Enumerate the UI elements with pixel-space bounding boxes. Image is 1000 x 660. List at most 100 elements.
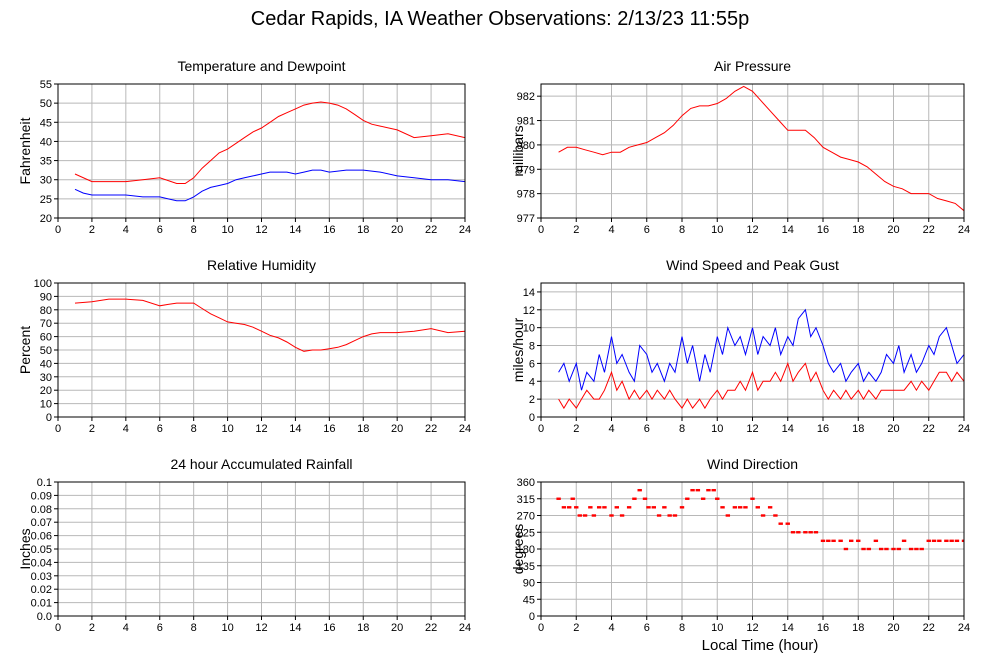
y-tick-label: 0 bbox=[529, 412, 535, 424]
y-tick-label: 100 bbox=[34, 278, 52, 290]
y-tick-label: 90 bbox=[523, 578, 535, 590]
y-tick-label: 40 bbox=[40, 358, 52, 370]
x-tick-label: 4 bbox=[608, 423, 614, 435]
x-tick-label: 12 bbox=[746, 423, 758, 435]
y-tick-label: 10 bbox=[40, 399, 52, 411]
y-tick-label: 45 bbox=[523, 594, 535, 606]
x-tick-label: 4 bbox=[123, 224, 129, 236]
x-tick-label: 4 bbox=[123, 622, 129, 634]
series-line-1 bbox=[558, 308, 964, 391]
data-point bbox=[760, 514, 766, 517]
chart-panel-2: 0 2 4 6 8 10 12 14 16 18 20 22 24977978979980981982A… bbox=[510, 58, 970, 236]
x-tick-label: 6 bbox=[644, 423, 650, 435]
y-tick-label: 12 bbox=[523, 305, 535, 317]
data-point bbox=[878, 547, 884, 551]
x-tick-label: 16 bbox=[323, 224, 335, 236]
data-point bbox=[561, 506, 567, 509]
data-point bbox=[954, 539, 960, 543]
x-tick-label: 2 bbox=[89, 423, 95, 435]
x-tick-label: 0 bbox=[538, 622, 544, 634]
chart-title: Wind Speed and Peak Gust bbox=[666, 257, 839, 273]
grid bbox=[58, 283, 465, 417]
data-point bbox=[672, 514, 678, 517]
y-tick-label: 0.0 bbox=[37, 611, 52, 623]
x-tick-label: 2 bbox=[573, 622, 579, 634]
x-tick-label: 6 bbox=[644, 622, 650, 634]
x-tick-label: 0 bbox=[538, 423, 544, 435]
y-tick-label: 360 bbox=[517, 477, 535, 489]
y-axis-label: Percent bbox=[17, 326, 33, 374]
chart-panel-6: 0 2 4 6 8 10 12 14 16 18 20 22 240459013518022527031… bbox=[510, 456, 970, 634]
x-tick-label: 6 bbox=[157, 423, 163, 435]
data-point bbox=[891, 547, 896, 551]
y-tick-label: 978 bbox=[517, 189, 535, 201]
y-tick-label: 45 bbox=[40, 117, 52, 129]
series-line-2 bbox=[558, 361, 964, 410]
data-point bbox=[732, 506, 738, 509]
y-tick-label: 50 bbox=[40, 345, 52, 357]
y-tick-label: 25 bbox=[40, 194, 52, 206]
y-tick-label: 0.07 bbox=[31, 517, 52, 529]
y-axis-label: millibars bbox=[510, 125, 526, 176]
data-point bbox=[642, 497, 648, 500]
y-tick-label: 982 bbox=[517, 91, 535, 103]
x-tick-label: 12 bbox=[255, 224, 267, 236]
data-point bbox=[646, 506, 651, 509]
x-tick-label: 18 bbox=[357, 622, 369, 634]
x-tick-label: 20 bbox=[887, 423, 899, 435]
data-point bbox=[908, 547, 914, 551]
x-tick-label: 20 bbox=[391, 224, 403, 236]
y-tick-label: 6 bbox=[529, 358, 535, 370]
x-tick-label: 0 bbox=[55, 622, 61, 634]
data-point bbox=[715, 497, 720, 500]
y-tick-label: 0.02 bbox=[31, 584, 52, 596]
data-point bbox=[856, 539, 861, 543]
data-point bbox=[931, 539, 937, 543]
x-tick-label: 0 bbox=[538, 224, 544, 236]
x-tick-label: 18 bbox=[852, 224, 864, 236]
grid bbox=[541, 84, 964, 218]
y-tick-label: 20 bbox=[40, 385, 52, 397]
data-point bbox=[755, 506, 760, 509]
x-tick-label: 8 bbox=[191, 622, 197, 634]
x-tick-label: 2 bbox=[573, 423, 579, 435]
x-tick-label: 20 bbox=[391, 622, 403, 634]
x-tick-label: 16 bbox=[817, 224, 829, 236]
y-tick-label: 4 bbox=[529, 376, 535, 388]
y-tick-label: 40 bbox=[40, 136, 52, 148]
chart-title: Air Pressure bbox=[714, 58, 791, 74]
data-point bbox=[861, 547, 866, 551]
data-point bbox=[614, 506, 619, 509]
x-tick-label: 16 bbox=[817, 423, 829, 435]
data-point bbox=[743, 506, 748, 509]
data-point bbox=[637, 488, 642, 492]
x-tick-label: 6 bbox=[157, 622, 163, 634]
x-tick-label: 6 bbox=[157, 224, 163, 236]
data-point bbox=[961, 539, 964, 543]
y-tick-label: 0.04 bbox=[31, 557, 52, 569]
data-point bbox=[884, 547, 889, 551]
x-tick-label: 12 bbox=[255, 423, 267, 435]
x-tick-label: 18 bbox=[852, 622, 864, 634]
data-point bbox=[582, 514, 588, 517]
data-point bbox=[820, 539, 826, 543]
grid bbox=[58, 84, 465, 218]
x-tick-label: 18 bbox=[357, 224, 369, 236]
x-tick-label: 20 bbox=[391, 423, 403, 435]
data-point bbox=[619, 514, 625, 517]
data-area bbox=[558, 308, 964, 410]
data-point bbox=[711, 488, 716, 492]
x-tick-label: 10 bbox=[221, 622, 233, 634]
data-point bbox=[813, 531, 819, 534]
data-point bbox=[949, 539, 954, 543]
y-tick-label: 0 bbox=[529, 611, 535, 623]
y-tick-label: 315 bbox=[517, 494, 535, 506]
x-tick-label: 10 bbox=[221, 224, 233, 236]
series-line-1 bbox=[558, 85, 964, 212]
data-point bbox=[866, 547, 872, 551]
data-point bbox=[944, 539, 949, 543]
x-tick-label: 24 bbox=[958, 622, 970, 634]
data-point bbox=[695, 488, 701, 492]
